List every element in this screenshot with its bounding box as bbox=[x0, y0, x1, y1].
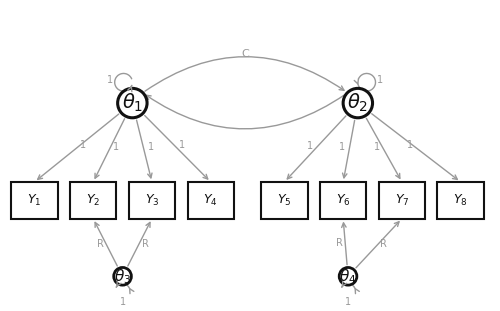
Circle shape bbox=[343, 88, 372, 118]
Text: $\theta_2$: $\theta_2$ bbox=[348, 92, 368, 114]
Bar bbox=[378, 182, 425, 219]
Bar bbox=[261, 182, 308, 219]
Text: 1: 1 bbox=[106, 75, 113, 85]
Text: R: R bbox=[336, 238, 343, 248]
Text: 1: 1 bbox=[339, 142, 345, 152]
Text: $Y_7$: $Y_7$ bbox=[394, 193, 409, 208]
Bar bbox=[188, 182, 234, 219]
Text: 1: 1 bbox=[148, 142, 154, 152]
Text: C: C bbox=[241, 49, 249, 59]
Text: 1: 1 bbox=[407, 140, 413, 150]
Text: $Y_6$: $Y_6$ bbox=[336, 193, 350, 208]
Text: $Y_4$: $Y_4$ bbox=[204, 193, 218, 208]
Text: $\theta_3$: $\theta_3$ bbox=[114, 267, 131, 286]
Bar bbox=[438, 182, 484, 219]
Bar bbox=[320, 182, 366, 219]
Text: $\theta_1$: $\theta_1$ bbox=[122, 92, 143, 114]
Text: R: R bbox=[142, 239, 148, 248]
Text: R: R bbox=[380, 239, 388, 249]
Text: 1: 1 bbox=[180, 140, 186, 150]
Text: 1: 1 bbox=[374, 142, 380, 151]
Text: $Y_3$: $Y_3$ bbox=[144, 193, 159, 208]
Circle shape bbox=[114, 267, 132, 285]
Text: 1: 1 bbox=[378, 75, 384, 85]
Text: $\theta_4$: $\theta_4$ bbox=[340, 267, 357, 286]
Text: 1: 1 bbox=[80, 140, 86, 150]
Text: $Y_5$: $Y_5$ bbox=[277, 193, 291, 208]
Text: $Y_1$: $Y_1$ bbox=[27, 193, 42, 208]
Bar bbox=[70, 182, 116, 219]
Text: 1: 1 bbox=[307, 141, 314, 151]
Text: 1: 1 bbox=[345, 297, 351, 307]
Bar bbox=[11, 182, 58, 219]
Text: R: R bbox=[96, 239, 103, 248]
Text: $Y_2$: $Y_2$ bbox=[86, 193, 101, 208]
Text: 1: 1 bbox=[120, 297, 126, 307]
Text: 1: 1 bbox=[113, 142, 119, 152]
Circle shape bbox=[339, 267, 357, 285]
Text: $Y_8$: $Y_8$ bbox=[454, 193, 468, 208]
Circle shape bbox=[118, 88, 147, 118]
Bar bbox=[128, 182, 175, 219]
